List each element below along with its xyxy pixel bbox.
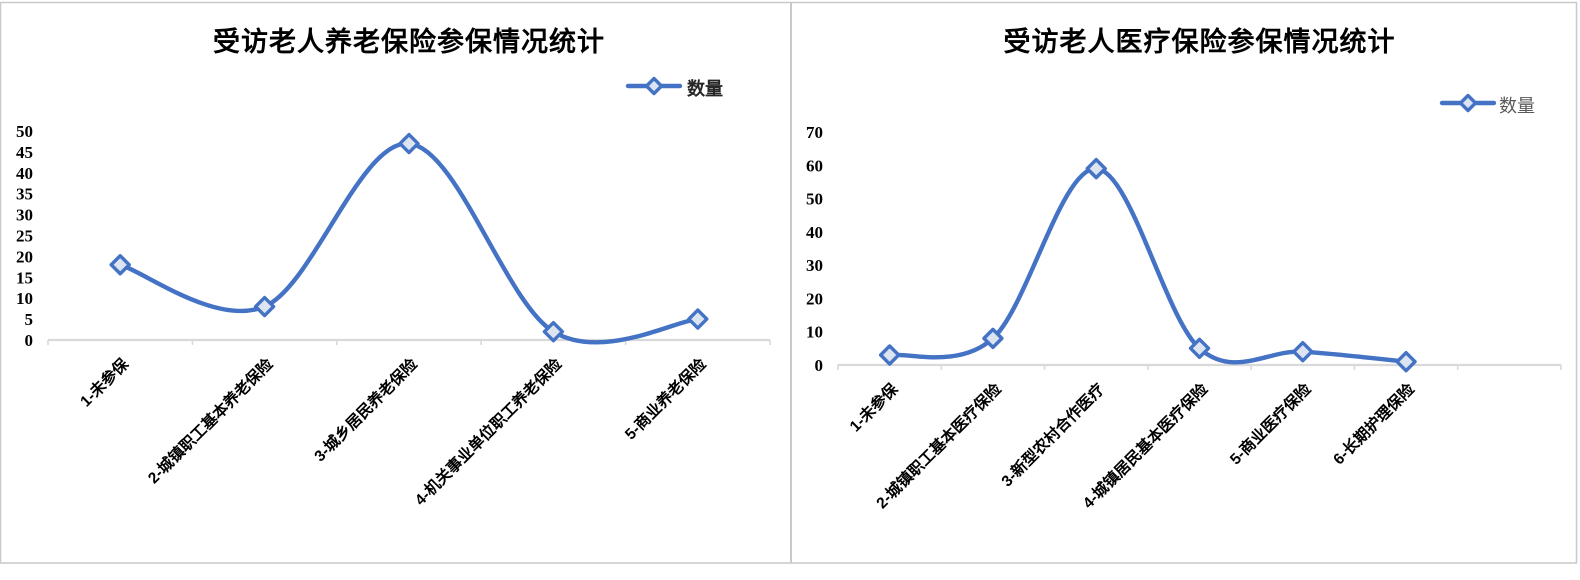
left-y-tick-label: 5 xyxy=(25,310,34,329)
left-y-tick-label: 15 xyxy=(16,268,33,287)
right-y-tick-label: 30 xyxy=(806,256,823,275)
right-y-tick-label: 0 xyxy=(815,356,824,375)
right-data-point-marker[interactable] xyxy=(982,327,1004,350)
left-series-line[interactable] xyxy=(118,141,700,345)
left-y-tick-label: 30 xyxy=(16,206,33,225)
left-data-point-marker[interactable] xyxy=(687,308,709,330)
left-y-tick-label: 40 xyxy=(16,164,33,183)
right-x-category-label: 3-新型农村合作医疗 xyxy=(997,379,1108,490)
right-data-point-marker[interactable] xyxy=(1292,340,1314,363)
right-y-tick-label: 20 xyxy=(806,289,823,308)
right-y-tick-label: 50 xyxy=(806,190,823,209)
left-data-point-marker[interactable] xyxy=(542,320,565,343)
right-legend-label[interactable]: 数量 xyxy=(1499,96,1535,116)
left-x-category-label: 1-未参保 xyxy=(76,354,132,410)
left-chart-title: 受访老人养老保险参保情况统计 xyxy=(213,27,605,57)
left-y-tick-label: 0 xyxy=(25,331,34,350)
left-legend-label[interactable]: 数量 xyxy=(687,79,723,99)
right-data-point-marker[interactable] xyxy=(1188,337,1211,360)
left-x-category-label: 4-机关事业单位职工养老保险 xyxy=(411,354,566,509)
right-y-tick-label: 60 xyxy=(806,156,823,175)
right-chart-title: 受访老人医疗保险参保情况统计 xyxy=(1003,27,1396,57)
right-y-tick-label: 70 xyxy=(806,123,823,142)
right-series-line[interactable] xyxy=(887,166,1409,365)
right-x-category-label: 1-未参保 xyxy=(845,379,901,435)
right-y-tick-label: 10 xyxy=(806,323,823,342)
left-y-tick-label: 45 xyxy=(16,143,33,162)
left-x-category-label: 2-城镇职工基本养老保险 xyxy=(144,354,277,487)
right-y-tick-label: 40 xyxy=(806,223,823,242)
left-legend-diamond-icon[interactable] xyxy=(644,76,664,96)
right-legend-diamond-icon[interactable] xyxy=(1458,93,1478,113)
left-x-category-label: 3-城乡居民养老保险 xyxy=(310,354,421,465)
right-x-category-label: 6-长期护理保险 xyxy=(1329,379,1418,468)
left-y-tick-label: 10 xyxy=(16,289,33,308)
left-y-tick-label: 25 xyxy=(16,227,33,246)
left-y-tick-label: 50 xyxy=(16,122,33,141)
left-y-tick-label: 20 xyxy=(16,247,33,266)
left-x-category-label: 5-商业养老保险 xyxy=(621,354,710,443)
right-data-point-marker[interactable] xyxy=(878,344,901,366)
right-x-category-label: 5-商业医疗保险 xyxy=(1226,379,1315,468)
right-data-point-marker[interactable] xyxy=(1085,157,1107,180)
left-data-point-marker[interactable] xyxy=(109,254,131,276)
right-data-point-marker[interactable] xyxy=(1395,350,1417,373)
left-data-point-marker[interactable] xyxy=(253,295,276,318)
left-y-tick-label: 35 xyxy=(16,185,33,204)
left-data-point-marker[interactable] xyxy=(398,132,420,155)
panel-border xyxy=(0,1,1578,564)
